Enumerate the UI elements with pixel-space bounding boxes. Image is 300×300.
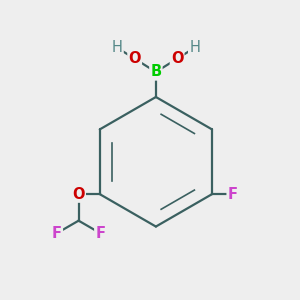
Text: O: O (72, 187, 85, 202)
Text: F: F (95, 226, 105, 241)
Text: O: O (128, 51, 141, 66)
Text: F: F (228, 187, 238, 202)
Text: H: H (112, 40, 123, 55)
Text: O: O (171, 51, 183, 66)
Text: H: H (189, 40, 200, 55)
Text: F: F (52, 226, 62, 241)
Text: B: B (150, 64, 161, 80)
